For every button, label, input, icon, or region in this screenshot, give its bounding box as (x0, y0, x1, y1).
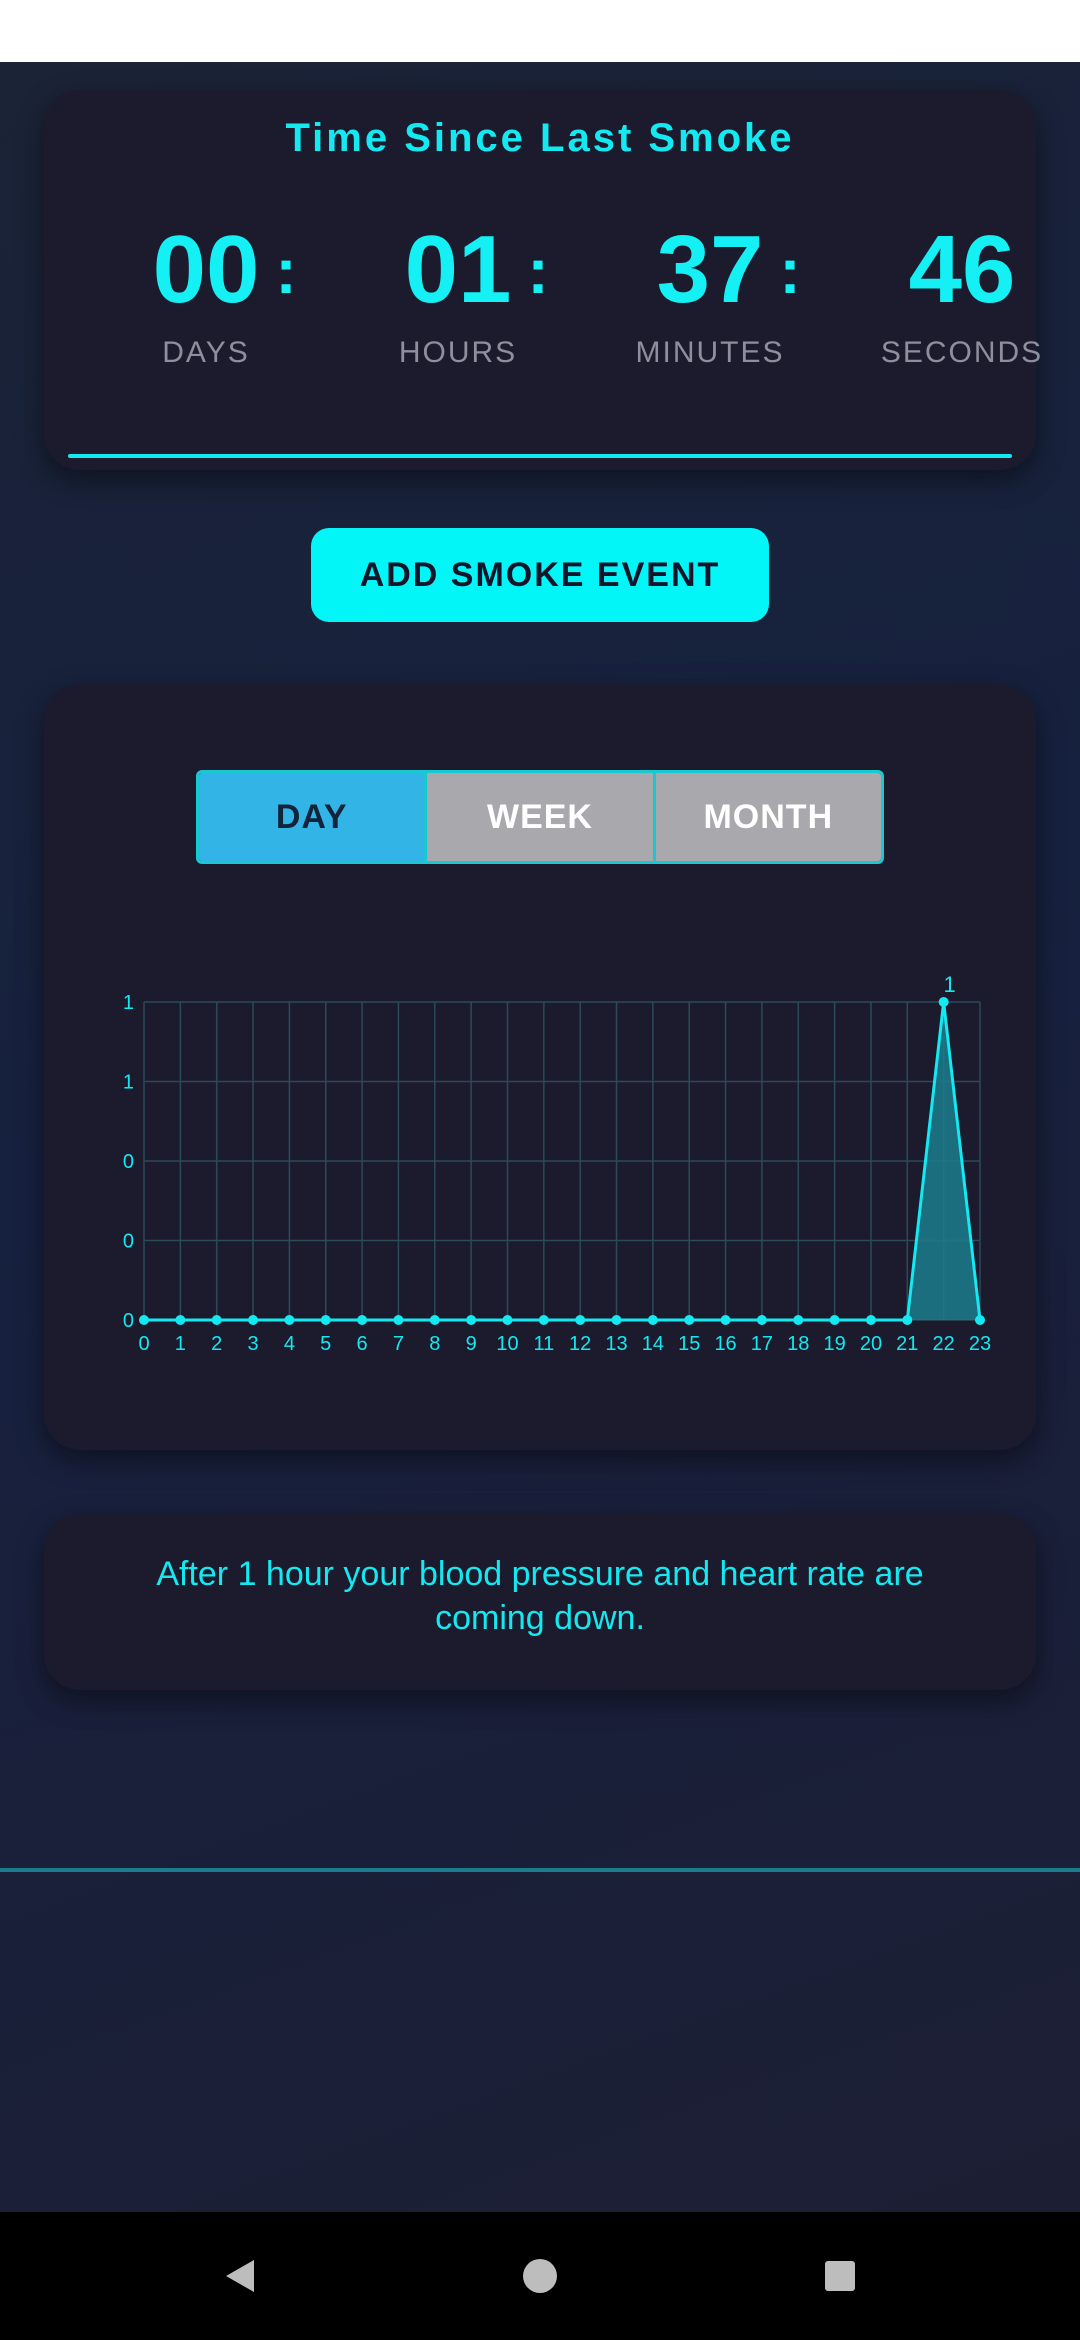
add-smoke-event-button[interactable]: ADD SMOKE EVENT (311, 528, 769, 622)
x-tick-label: 8 (429, 1333, 440, 1355)
x-tick-label: 18 (787, 1333, 809, 1355)
days-unit: 00 DAYS (106, 220, 306, 370)
minutes-unit: 37 MINUTES (610, 220, 810, 370)
data-point (865, 1315, 876, 1325)
data-point (793, 1315, 804, 1325)
data-point (211, 1315, 222, 1325)
x-tick-label: 16 (714, 1333, 736, 1355)
divider-line (0, 1868, 1080, 1872)
data-point (720, 1315, 731, 1325)
tab-week[interactable]: WEEK (424, 773, 653, 861)
data-point (829, 1315, 840, 1325)
x-tick-label: 12 (569, 1333, 591, 1355)
timer-underline (68, 454, 1012, 458)
timer-separator: : (275, 235, 297, 307)
recents-icon[interactable] (800, 2236, 880, 2316)
status-bar (0, 0, 1080, 62)
data-point (357, 1315, 368, 1325)
x-tick-label: 7 (393, 1333, 404, 1355)
days-label: DAYS (162, 336, 250, 369)
x-tick-label: 15 (678, 1333, 700, 1355)
y-tick-label: 0 (123, 1310, 134, 1332)
data-point (684, 1315, 695, 1325)
timer-card: Time Since Last Smoke 00 DAYS : 01 HOURS… (44, 90, 1041, 470)
data-point (320, 1315, 331, 1325)
x-tick-label: 22 (933, 1333, 955, 1355)
data-point (575, 1315, 586, 1325)
minutes-value: 37 (656, 216, 764, 323)
x-tick-label: 19 (823, 1333, 845, 1355)
x-tick-label: 20 (860, 1333, 882, 1355)
x-tick-label: 13 (605, 1333, 627, 1355)
x-tick-label: 3 (247, 1333, 258, 1355)
x-tick-label: 23 (969, 1333, 991, 1355)
data-point (284, 1315, 295, 1325)
data-point (393, 1315, 404, 1325)
home-icon[interactable] (500, 2236, 580, 2316)
y-tick-label: 0 (123, 1151, 134, 1173)
data-point (975, 1315, 985, 1325)
range-selector: DAY WEEK MONTH (196, 770, 884, 864)
x-tick-label: 10 (496, 1333, 518, 1355)
chart-card: DAY WEEK MONTH 0 0 0 1 1 0 1 2 3 4 5 6 7 8 9 10 11 12 13 14… (44, 684, 1036, 1450)
x-tick-label: 14 (642, 1333, 664, 1355)
tab-day[interactable]: DAY (199, 773, 425, 861)
data-point (902, 1315, 913, 1325)
x-tick-label: 2 (211, 1333, 222, 1355)
x-tick-label: 0 (138, 1333, 149, 1355)
data-point (938, 997, 949, 1007)
navigation-bar (0, 2212, 1080, 2340)
x-tick-label: 4 (284, 1333, 295, 1355)
data-point (139, 1315, 149, 1325)
health-message: After 1 hour your blood pressure and hea… (156, 1555, 924, 1637)
data-point (175, 1315, 186, 1325)
series-line (144, 1001, 982, 1322)
seconds-unit: 46 SECONDS (862, 220, 1062, 370)
back-icon[interactable] (200, 2236, 280, 2316)
x-tick-label: 17 (751, 1333, 773, 1355)
data-point (611, 1315, 622, 1325)
y-tick-label: 0 (123, 1231, 134, 1253)
hours-unit: 01 HOURS (358, 220, 558, 370)
data-point (647, 1315, 658, 1325)
minutes-label: MINUTES (635, 336, 785, 369)
hours-label: HOURS (398, 336, 518, 369)
x-tick-label: 1 (175, 1333, 186, 1355)
data-point (538, 1315, 549, 1325)
x-tick-label: 9 (466, 1333, 477, 1355)
timer-separator: : (779, 235, 801, 307)
data-point (756, 1315, 767, 1325)
x-tick-label: 6 (357, 1333, 368, 1355)
tab-month[interactable]: MONTH (652, 773, 881, 861)
timer-title: Time Since Last Smoke (285, 116, 795, 160)
timer-separator: : (527, 235, 549, 307)
data-label: 1 (944, 972, 956, 997)
x-tick-label: 11 (533, 1333, 554, 1355)
seconds-label: SECONDS (880, 336, 1044, 369)
info-card: After 1 hour your blood pressure and hea… (44, 1514, 1036, 1690)
app-screen: Time Since Last Smoke 00 DAYS : 01 HOURS… (0, 62, 1080, 2212)
seconds-value: 46 (908, 216, 1016, 323)
data-point (502, 1315, 513, 1325)
x-tick-label: 21 (896, 1333, 918, 1355)
hours-value: 01 (404, 216, 512, 323)
y-tick-label: 1 (123, 1072, 134, 1094)
data-point (248, 1315, 259, 1325)
data-point (466, 1315, 477, 1325)
days-value: 00 (152, 216, 260, 323)
x-tick-label: 5 (320, 1333, 331, 1355)
data-point (429, 1315, 440, 1325)
y-tick-label: 1 (123, 992, 134, 1014)
